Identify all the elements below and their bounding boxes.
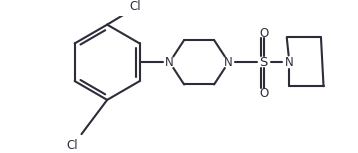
Text: N: N [285, 56, 294, 69]
Text: N: N [224, 56, 233, 69]
Text: O: O [259, 87, 268, 100]
Text: Cl: Cl [67, 139, 78, 152]
Text: Cl: Cl [129, 0, 141, 13]
Text: O: O [259, 27, 268, 40]
Text: N: N [165, 56, 174, 69]
Text: S: S [260, 56, 268, 69]
